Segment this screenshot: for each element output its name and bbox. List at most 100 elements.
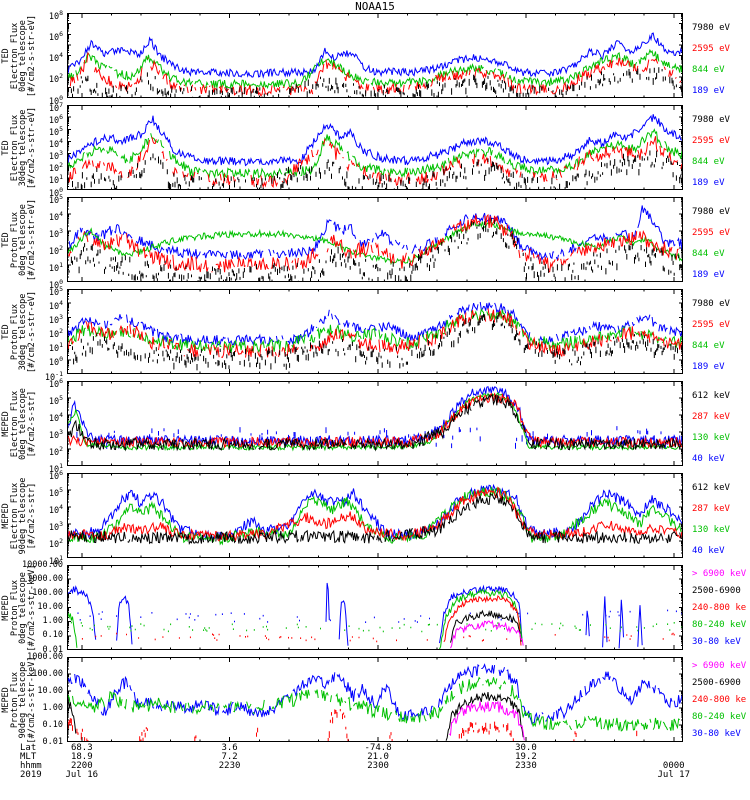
panel-2-plot (67, 197, 683, 282)
panel-6-legend-green: 80-240 keV (692, 620, 747, 630)
panel-0-legend-red: 2595 eV (692, 44, 730, 54)
hhmm-value-0: 2200 (70, 761, 93, 771)
panel-5-ytick-4: 102 (48, 536, 63, 550)
xrow-label-year: 2019 (20, 770, 42, 780)
panel-0-legend-black: 7980 eV (692, 23, 730, 33)
panel-4-frame (67, 381, 683, 466)
panel-3-ytick-1: 104 (48, 298, 63, 312)
panel-6-axis-ticks (67, 565, 683, 650)
panel-6-ytick-4: 1.00 (42, 616, 63, 627)
panel-6-legend-black: 2500-6900 (692, 586, 741, 596)
panel-7-plot (67, 657, 683, 742)
panel-1-ytick-2: 105 (48, 124, 63, 138)
panel-2-series-189ev (68, 205, 683, 262)
panel-1-series-844ev (67, 128, 683, 180)
panel-4-ytick-2: 104 (48, 410, 63, 424)
page-title: NOAA15 (355, 0, 395, 13)
panel-0-axis-ticks (67, 13, 683, 98)
panel-5-series-287kev (67, 486, 683, 542)
panel-0-plot (67, 13, 683, 98)
panel-5-legend-black: 612 keV (692, 483, 730, 493)
panel-2-frame (67, 197, 683, 282)
panel-7-frame (67, 657, 683, 742)
panel-6-ytick-0: 10000.00 (22, 559, 63, 570)
panel-7-series-240-800 (67, 709, 639, 742)
mlt-value-1: 7.2 (221, 752, 238, 762)
panel-4-series-287kev (67, 392, 683, 449)
panel-0-ytick-3: 102 (48, 72, 63, 86)
panel-6-series-2500-6900 (450, 609, 522, 643)
panel-4-ytick-0: 106 (48, 376, 63, 390)
lat-value-0: 68.3 (70, 743, 93, 753)
panel-7-series-30-80 (67, 663, 683, 725)
panel-2-legend-black: 7980 eV (692, 207, 730, 217)
panel-6-series-80-240-bg (70, 621, 683, 633)
panel-2-series-844ev (67, 220, 683, 266)
panel-7-legend-blue: 30-80 keV (692, 729, 741, 739)
panel-2-ytick-3: 102 (48, 243, 63, 257)
panel-7-ytick-2: 10.00 (37, 685, 63, 696)
mlt-value-0: 18.9 (70, 752, 93, 762)
panel-0-ytick-4: 100 (48, 93, 63, 107)
panel-1-ytick-6: 101 (48, 173, 63, 187)
panel-3-ytick-6: 10-1 (44, 369, 63, 383)
panel-5-series-612kev (67, 491, 683, 545)
panel-7-legend-black: 2500-6900 (692, 678, 741, 688)
panel-1-legend-blue: 189 eV (692, 178, 725, 188)
panel-1-ytick-4: 103 (48, 149, 63, 162)
panel-3-plot (67, 289, 683, 374)
hhmm-value-1: 2230 (218, 761, 241, 771)
panel-1-ytick-3: 104 (48, 136, 63, 150)
panel-3-ytick-4: 101 (48, 341, 63, 354)
panel-6-legend-blue: 30-80 keV (692, 637, 741, 647)
date-value-1: Jul 17 (657, 770, 690, 780)
panel-3-series-844ev (67, 308, 683, 354)
mlt-value-3: 19.2 (515, 752, 537, 762)
panel-7-legend-red: 240-800 ke (692, 695, 747, 705)
panel-1-series-189ev (67, 114, 683, 167)
panel-0-series-844ev (67, 48, 683, 90)
panel-6-ytick-2: 100.00 (32, 587, 63, 598)
panel-3-ytick-3: 102 (48, 327, 63, 340)
hhmm-value-4: 0000 (662, 761, 685, 771)
panel-6-ytick-5: 0.10 (42, 630, 63, 641)
lat-value-3: 30.0 (515, 743, 537, 753)
panel-7-ytick-5: 0.01 (42, 736, 63, 747)
panel-3-series-189ev (67, 301, 683, 347)
panel-4-ytick-3: 103 (48, 427, 63, 441)
panel-6-ytick-1: 1000.00 (27, 573, 63, 584)
panel-0-frame (67, 13, 683, 98)
panel-7-ytick-1: 100.00 (32, 668, 63, 679)
panel-4-series-612kev (68, 393, 683, 452)
panel-4-legend-red: 287 keV (692, 412, 730, 422)
panel-2-ytick-0: 105 (48, 192, 63, 206)
panel-1-ytick-7: 100 (48, 185, 63, 199)
panel-2-axis-ticks (67, 197, 683, 282)
panel-3-series-2595ev (67, 308, 683, 358)
panel-3-legend-blue: 189 eV (692, 362, 725, 372)
panel-4-series-40kev (67, 386, 683, 448)
panel-1-legend-red: 2595 eV (692, 136, 730, 146)
panel-2-legend-blue: 189 eV (692, 270, 725, 280)
xrow-label-lat: Lat (20, 743, 37, 753)
panel-6-series-gt6900 (450, 619, 524, 649)
panel-6-ytick-3: 10.00 (37, 602, 63, 612)
panel-7-series-gt6900 (449, 700, 525, 741)
panel-4-ytick-4: 102 (48, 444, 63, 458)
panel-0-series-189ev (67, 32, 683, 79)
panel-1-plot (67, 105, 683, 190)
panel-3-ytick-2: 103 (48, 312, 63, 326)
panel-7-legend-magenta: > 6900 keV (692, 661, 747, 671)
panel-7-ytick-0: 1000.00 (27, 651, 63, 662)
panel-3-frame (67, 289, 683, 374)
panel-2-series-7980ev (68, 218, 683, 282)
panel-4-ytick-5: 101 (48, 461, 63, 475)
panel-0-ytick-1: 106 (48, 29, 63, 43)
panel-5-series-130kev (67, 486, 683, 546)
panel-0-legend-blue: 189 eV (692, 86, 725, 96)
panel-6-ytick-6: 0.01 (42, 644, 63, 655)
panel-4-plot (67, 381, 683, 466)
panel-3-legend-red: 2595 eV (692, 320, 730, 330)
panel-6-frame (67, 565, 683, 650)
panel-5-ytick-3: 103 (48, 519, 63, 533)
